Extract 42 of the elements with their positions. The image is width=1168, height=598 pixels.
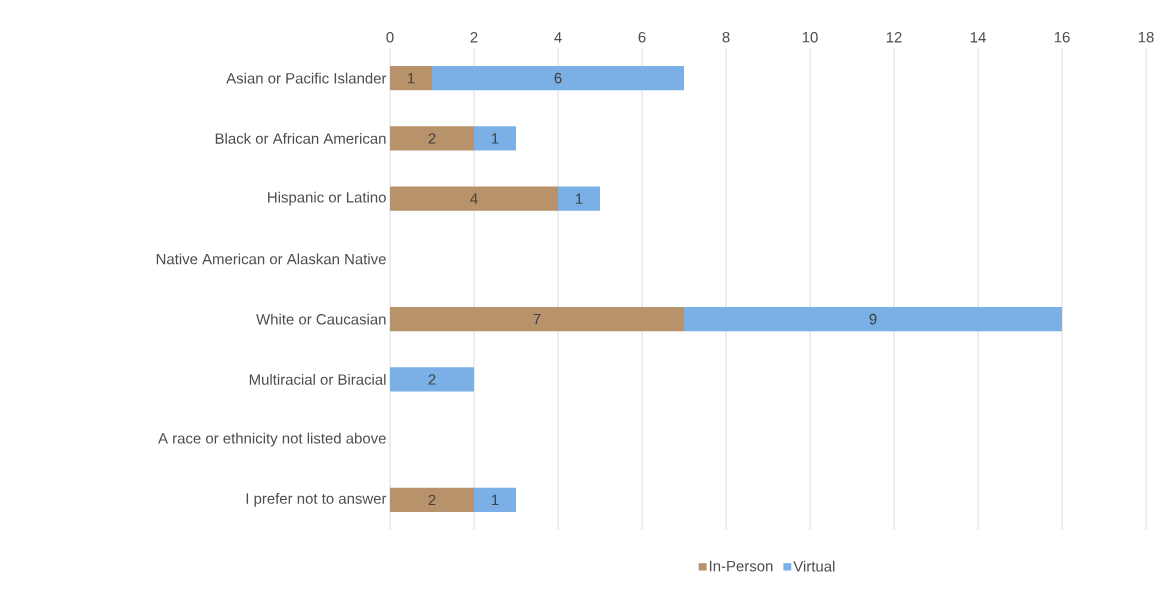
data-label: 1 bbox=[407, 72, 415, 84]
x-tick-label: 0 bbox=[386, 31, 394, 43]
data-label: 7 bbox=[533, 313, 541, 325]
data-label: 2 bbox=[428, 133, 436, 144]
y-tick-label: Native American or Alaskan Native bbox=[156, 253, 386, 265]
x-tick-label: 10 bbox=[802, 31, 818, 43]
x-tick-label: 4 bbox=[554, 32, 562, 43]
x-tick-label: 14 bbox=[970, 32, 986, 43]
y-tick-label: Asian or Pacific Islander bbox=[226, 72, 387, 84]
legend-label: Virtual bbox=[793, 560, 835, 572]
bar bbox=[558, 186, 601, 211]
data-label: 6 bbox=[554, 72, 562, 84]
bar bbox=[432, 66, 685, 91]
x-tick-label: 2 bbox=[470, 32, 478, 43]
y-tick-label: Hispanic or Latino bbox=[268, 191, 386, 206]
bar bbox=[390, 487, 475, 512]
data-label: 2 bbox=[428, 374, 436, 385]
bar bbox=[474, 126, 517, 151]
x-tick-label: 12 bbox=[886, 32, 902, 43]
bar bbox=[390, 186, 559, 211]
x-tick-label: 6 bbox=[638, 31, 646, 43]
data-label: 4 bbox=[470, 193, 478, 204]
y-tick-label: A race or ethnicity not listed above bbox=[158, 432, 386, 447]
legend-label: In-Person bbox=[709, 560, 773, 572]
bar bbox=[684, 307, 1063, 332]
x-tick-label: 8 bbox=[722, 31, 730, 43]
data-label: 1 bbox=[575, 193, 583, 204]
bar bbox=[390, 307, 685, 332]
data-label: 1 bbox=[491, 494, 499, 506]
y-tick-label: Black or African American bbox=[215, 132, 386, 144]
x-tick-label: 16 bbox=[1054, 31, 1070, 43]
data-label: 1 bbox=[491, 133, 499, 144]
y-tick-label: Multiracial or Biracial bbox=[249, 373, 386, 385]
data-label: 2 bbox=[428, 494, 436, 506]
y-tick-label: I prefer not to answer bbox=[246, 492, 387, 507]
x-tick-label: 18 bbox=[1138, 31, 1154, 43]
bar bbox=[390, 367, 475, 392]
bar bbox=[390, 126, 475, 151]
bar bbox=[474, 487, 517, 512]
data-label: 9 bbox=[869, 313, 877, 325]
bar bbox=[390, 66, 433, 91]
y-tick-label: White or Caucasian bbox=[256, 313, 386, 325]
